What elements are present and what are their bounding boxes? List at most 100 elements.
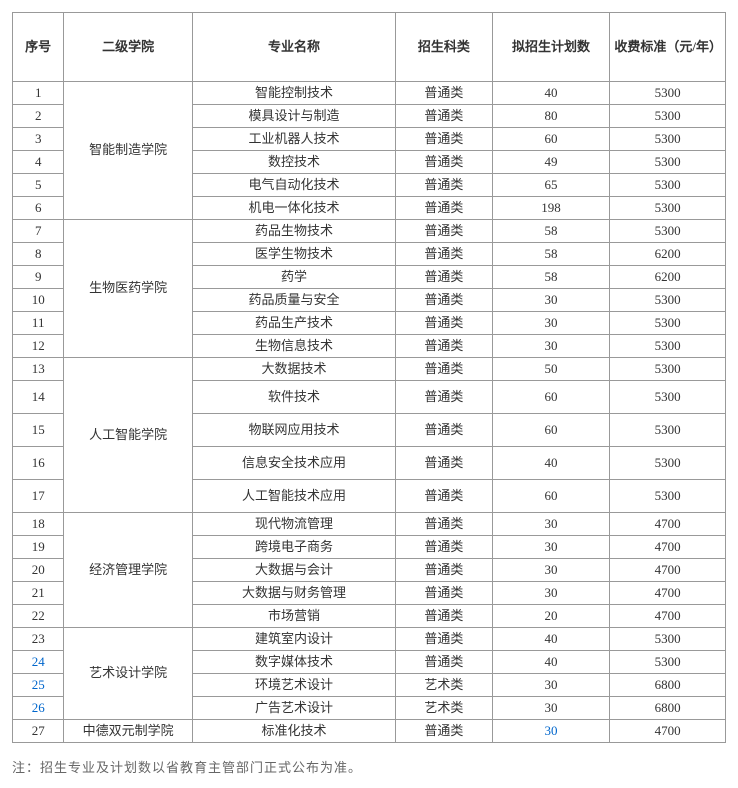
header-category: 招生科类 <box>396 13 492 82</box>
table-row: 18经济管理学院现代物流管理普通类304700 <box>13 513 726 536</box>
cell-major: 物联网应用技术 <box>192 414 395 447</box>
cell-plan: 58 <box>492 220 610 243</box>
cell-idx: 27 <box>13 720 64 743</box>
cell-plan: 30 <box>492 582 610 605</box>
cell-category: 普通类 <box>396 266 492 289</box>
cell-fee: 4700 <box>610 582 726 605</box>
header-college: 二级学院 <box>64 13 192 82</box>
cell-idx: 8 <box>13 243 64 266</box>
cell-plan: 30 <box>492 536 610 559</box>
header-major: 专业名称 <box>192 13 395 82</box>
header-idx: 序号 <box>13 13 64 82</box>
cell-category: 普通类 <box>396 289 492 312</box>
cell-fee: 5300 <box>610 312 726 335</box>
cell-plan: 30 <box>492 697 610 720</box>
cell-idx: 13 <box>13 358 64 381</box>
cell-category: 普通类 <box>396 381 492 414</box>
cell-plan: 30 <box>492 289 610 312</box>
cell-fee: 5300 <box>610 105 726 128</box>
cell-idx: 14 <box>13 381 64 414</box>
cell-plan: 58 <box>492 243 610 266</box>
cell-college: 人工智能学院 <box>64 358 192 513</box>
cell-fee: 4700 <box>610 513 726 536</box>
cell-category: 普通类 <box>396 243 492 266</box>
cell-idx: 1 <box>13 82 64 105</box>
table-row: 23艺术设计学院建筑室内设计普通类405300 <box>13 628 726 651</box>
cell-fee: 5300 <box>610 174 726 197</box>
cell-fee: 5300 <box>610 151 726 174</box>
cell-idx: 21 <box>13 582 64 605</box>
cell-plan: 20 <box>492 605 610 628</box>
table-row: 7生物医药学院药品生物技术普通类585300 <box>13 220 726 243</box>
cell-fee: 5300 <box>610 414 726 447</box>
cell-college: 艺术设计学院 <box>64 628 192 720</box>
cell-fee: 5300 <box>610 220 726 243</box>
cell-fee: 5300 <box>610 128 726 151</box>
cell-fee: 5300 <box>610 480 726 513</box>
cell-major: 电气自动化技术 <box>192 174 395 197</box>
cell-fee: 6200 <box>610 243 726 266</box>
cell-plan: 30 <box>492 312 610 335</box>
cell-idx: 18 <box>13 513 64 536</box>
cell-idx: 6 <box>13 197 64 220</box>
cell-idx: 4 <box>13 151 64 174</box>
cell-college: 生物医药学院 <box>64 220 192 358</box>
cell-plan: 60 <box>492 480 610 513</box>
cell-major: 模具设计与制造 <box>192 105 395 128</box>
cell-category: 普通类 <box>396 447 492 480</box>
cell-fee: 4700 <box>610 536 726 559</box>
cell-fee: 4700 <box>610 605 726 628</box>
footnote-text: 注：招生专业及计划数以省教育主管部门正式公布为准。 <box>12 757 726 776</box>
cell-idx: 25 <box>13 674 64 697</box>
cell-category: 普通类 <box>396 312 492 335</box>
cell-major: 智能控制技术 <box>192 82 395 105</box>
cell-category: 艺术类 <box>396 697 492 720</box>
cell-category: 普通类 <box>396 513 492 536</box>
cell-plan: 60 <box>492 128 610 151</box>
cell-plan: 40 <box>492 628 610 651</box>
cell-major: 建筑室内设计 <box>192 628 395 651</box>
cell-fee: 5300 <box>610 447 726 480</box>
cell-category: 普通类 <box>396 82 492 105</box>
cell-plan: 40 <box>492 82 610 105</box>
cell-idx: 3 <box>13 128 64 151</box>
cell-fee: 6800 <box>610 697 726 720</box>
cell-category: 普通类 <box>396 480 492 513</box>
cell-major: 现代物流管理 <box>192 513 395 536</box>
cell-idx: 15 <box>13 414 64 447</box>
table-header-row: 序号 二级学院 专业名称 招生科类 拟招生计划数 收费标准（元/年） <box>13 13 726 82</box>
cell-plan: 60 <box>492 381 610 414</box>
cell-idx: 23 <box>13 628 64 651</box>
cell-plan: 30 <box>492 674 610 697</box>
cell-idx: 2 <box>13 105 64 128</box>
table-row: 27中德双元制学院标准化技术普通类304700 <box>13 720 726 743</box>
cell-category: 普通类 <box>396 174 492 197</box>
cell-fee: 5300 <box>610 358 726 381</box>
cell-category: 普通类 <box>396 220 492 243</box>
table-row: 1智能制造学院智能控制技术普通类405300 <box>13 82 726 105</box>
cell-plan: 30 <box>492 720 610 743</box>
cell-college: 中德双元制学院 <box>64 720 192 743</box>
cell-major: 市场营销 <box>192 605 395 628</box>
cell-category: 普通类 <box>396 582 492 605</box>
cell-plan: 30 <box>492 335 610 358</box>
admissions-table: 序号 二级学院 专业名称 招生科类 拟招生计划数 收费标准（元/年） 1智能制造… <box>12 12 726 743</box>
cell-plan: 198 <box>492 197 610 220</box>
cell-category: 普通类 <box>396 414 492 447</box>
cell-major: 广告艺术设计 <box>192 697 395 720</box>
cell-major: 跨境电子商务 <box>192 536 395 559</box>
cell-fee: 6800 <box>610 674 726 697</box>
cell-fee: 5300 <box>610 628 726 651</box>
cell-idx: 19 <box>13 536 64 559</box>
cell-fee: 6200 <box>610 266 726 289</box>
cell-category: 普通类 <box>396 335 492 358</box>
cell-major: 工业机器人技术 <box>192 128 395 151</box>
cell-plan: 58 <box>492 266 610 289</box>
cell-major: 医学生物技术 <box>192 243 395 266</box>
cell-category: 普通类 <box>396 536 492 559</box>
cell-plan: 30 <box>492 559 610 582</box>
cell-major: 软件技术 <box>192 381 395 414</box>
cell-idx: 9 <box>13 266 64 289</box>
cell-fee: 5300 <box>610 381 726 414</box>
cell-major: 机电一体化技术 <box>192 197 395 220</box>
